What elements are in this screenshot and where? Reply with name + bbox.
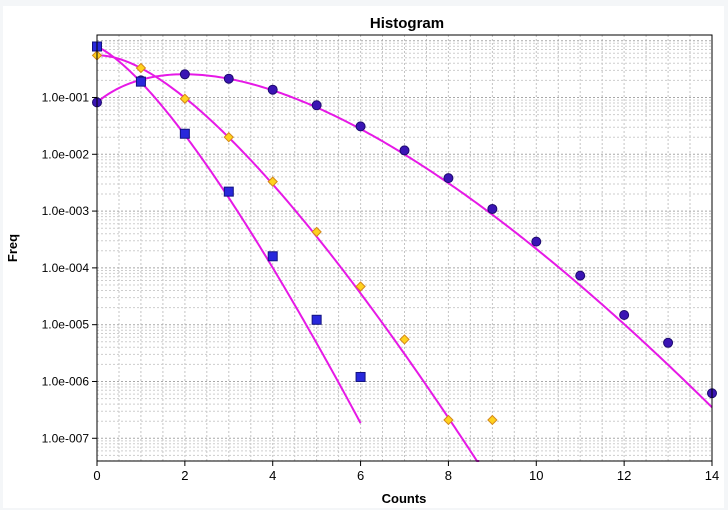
data-point-circle	[663, 337, 674, 348]
y-tick-label: 1.0e-002	[42, 147, 90, 161]
fit-curve	[96, 54, 480, 462]
x-tick-label: 14	[705, 468, 719, 483]
x-tick-label: 2	[181, 468, 188, 483]
data-point-square	[267, 251, 278, 262]
data-point-circle	[619, 310, 630, 321]
data-point-diamond	[311, 226, 322, 238]
x-tick-label: 0	[93, 468, 100, 483]
data-point-circle	[355, 121, 366, 132]
data-point-square	[135, 76, 146, 87]
data-point-square	[179, 128, 190, 139]
data-point-diamond	[355, 281, 366, 292]
data-point-circle	[223, 73, 234, 84]
y-axis-label: Freq	[5, 234, 20, 262]
data-point-diamond	[179, 93, 191, 104]
data-point-circle	[311, 100, 322, 111]
x-tick-label: 6	[357, 468, 364, 483]
x-tick-label: 12	[617, 468, 631, 483]
axis-ticks: 0 2 4 6 8 10 12 14 1.0e-001 1.0e-002 1.0e-003 1.0e-…	[42, 90, 720, 483]
grid-lines	[96, 35, 713, 462]
data-point-square	[355, 371, 366, 382]
data-points	[91, 41, 717, 426]
data-point-diamond	[223, 131, 234, 143]
y-tick-label: 1.0e-007	[42, 431, 90, 445]
x-tick-label: 4	[269, 468, 276, 483]
data-point-diamond	[487, 414, 498, 426]
plot-frame	[96, 34, 713, 462]
data-point-diamond	[443, 414, 454, 426]
y-tick-label: 1.0e-004	[42, 261, 90, 275]
x-tick-label: 8	[445, 468, 452, 483]
data-point-square	[311, 314, 322, 325]
data-point-circle	[531, 236, 542, 247]
y-tick-label: 1.0e-006	[42, 374, 90, 388]
data-point-circle	[575, 270, 586, 281]
data-point-diamond	[399, 334, 410, 345]
data-point-diamond	[267, 176, 278, 187]
y-tick-label: 1.0e-005	[42, 318, 90, 332]
y-tick-label: 1.0e-001	[42, 90, 90, 104]
y-tick-label: 1.0e-003	[42, 204, 90, 218]
data-point-circle	[443, 173, 454, 184]
data-point-circle	[179, 69, 190, 80]
x-axis-label: Counts	[382, 491, 427, 506]
data-point-circle	[399, 145, 410, 156]
data-point-square	[223, 186, 234, 197]
x-tick-label: 10	[529, 468, 543, 483]
data-point-diamond	[135, 62, 147, 74]
data-point-circle	[267, 84, 278, 95]
chart-title: Histogram	[370, 15, 444, 32]
data-point-circle	[487, 203, 498, 214]
